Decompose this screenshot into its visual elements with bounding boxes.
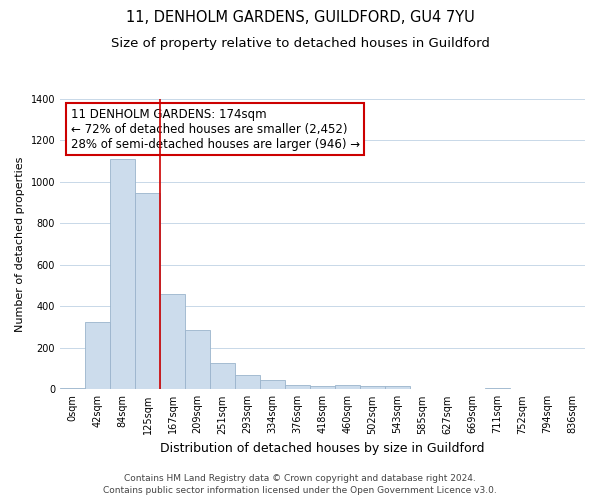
Bar [110,159,135,390]
Bar [310,386,335,390]
X-axis label: Distribution of detached houses by size in Guildford: Distribution of detached houses by size … [160,442,485,455]
Text: 11, DENHOLM GARDENS, GUILDFORD, GU4 7YU: 11, DENHOLM GARDENS, GUILDFORD, GU4 7YU [125,10,475,25]
Bar [160,294,185,390]
Bar [235,375,260,390]
Bar [135,194,160,390]
Bar [60,388,85,390]
Bar [485,388,510,390]
Bar [285,384,310,390]
Text: Size of property relative to detached houses in Guildford: Size of property relative to detached ho… [110,38,490,51]
Bar [85,322,110,390]
Y-axis label: Number of detached properties: Number of detached properties [15,156,25,332]
Bar [360,386,385,390]
Bar [210,364,235,390]
Text: 11 DENHOLM GARDENS: 174sqm
← 72% of detached houses are smaller (2,452)
28% of s: 11 DENHOLM GARDENS: 174sqm ← 72% of deta… [71,108,359,150]
Bar [185,330,210,390]
Text: Contains HM Land Registry data © Crown copyright and database right 2024.
Contai: Contains HM Land Registry data © Crown c… [103,474,497,495]
Bar [335,385,360,390]
Bar [260,380,285,390]
Bar [385,386,410,390]
